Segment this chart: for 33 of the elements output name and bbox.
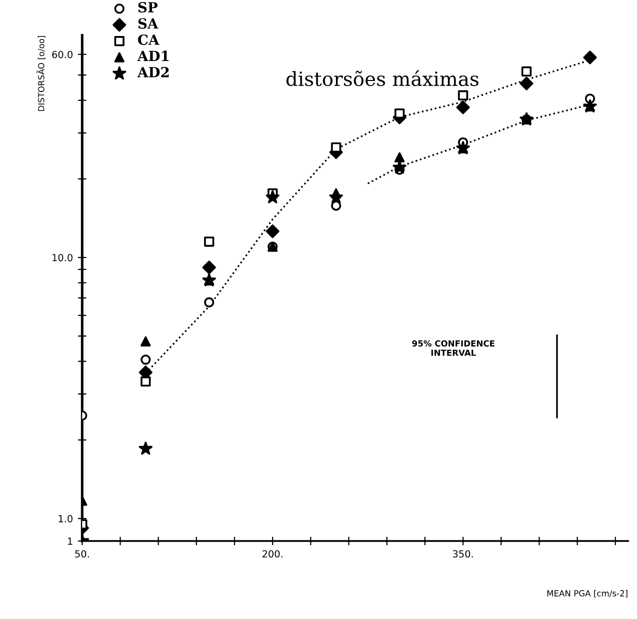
point	[266, 190, 280, 204]
legend-label: AD1	[137, 50, 169, 61]
point	[331, 200, 342, 211]
point	[394, 152, 405, 162]
point	[456, 100, 470, 114]
x-tick-label: 50.	[75, 550, 89, 558]
y-tick-label: 1	[68, 538, 72, 545]
point	[140, 336, 151, 346]
point	[583, 50, 597, 64]
point	[521, 66, 532, 77]
y-axis-title: DISTORSÃO [o/oo]	[36, 36, 46, 111]
point	[202, 260, 216, 274]
y-tick-label: 10.0	[52, 254, 72, 262]
annotation: 95% CONFIDENCE INTERVAL	[412, 340, 494, 356]
x-tick-label: 200.	[262, 550, 282, 558]
y-tick-label: 60.0	[52, 50, 72, 58]
point	[392, 160, 406, 174]
x-axis-title: MEAN PGA [cm/s-2]	[547, 590, 628, 598]
legend-label: SA	[138, 18, 158, 29]
x-tick-label: 350.	[452, 550, 473, 558]
legend-label: CA	[138, 34, 160, 45]
point	[204, 236, 214, 247]
point	[204, 297, 214, 308]
point	[140, 354, 151, 365]
point	[458, 90, 468, 100]
point	[140, 376, 151, 387]
text: distorsões máximas	[286, 70, 478, 86]
legend-label: SP	[138, 2, 158, 13]
y-tick-label: 1.0	[58, 514, 72, 522]
point	[520, 76, 534, 90]
point	[266, 224, 280, 238]
point	[138, 442, 152, 455]
legend-label: AD2	[137, 66, 169, 78]
